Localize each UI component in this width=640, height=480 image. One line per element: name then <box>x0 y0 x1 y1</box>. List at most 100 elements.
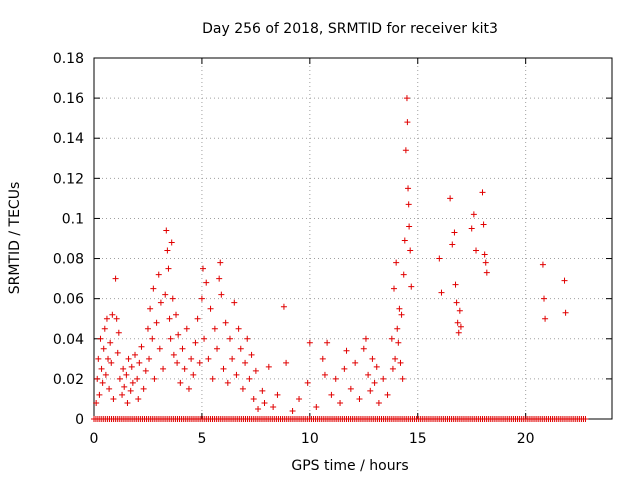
data-point <box>93 399 100 406</box>
data-point <box>453 299 460 306</box>
data-point <box>369 355 376 362</box>
data-point <box>142 367 149 374</box>
data-point <box>110 395 117 402</box>
data-point <box>174 359 181 366</box>
data-point <box>149 335 156 342</box>
data-point <box>129 379 136 386</box>
data-point <box>393 259 400 266</box>
data-point <box>324 339 331 346</box>
data-point <box>371 379 378 386</box>
data-point <box>405 185 412 192</box>
data-point <box>332 375 339 382</box>
data-point <box>541 295 548 302</box>
data-point <box>255 405 262 412</box>
data-point <box>229 355 236 362</box>
data-point <box>356 395 363 402</box>
data-point <box>165 265 172 272</box>
data-point <box>408 283 415 290</box>
data-point <box>109 311 116 318</box>
data-point <box>132 351 139 358</box>
data-point <box>402 147 409 154</box>
chart-title: Day 256 of 2018, SRMTID for receiver kit… <box>202 21 498 37</box>
data-point <box>136 359 143 366</box>
data-point <box>144 325 151 332</box>
data-point <box>170 351 177 358</box>
data-point <box>352 359 359 366</box>
data-point <box>167 335 174 342</box>
data-point <box>313 403 320 410</box>
data-point <box>328 391 335 398</box>
data-point <box>455 329 462 336</box>
data-point <box>128 363 135 370</box>
data-point <box>375 399 382 406</box>
data-point <box>265 363 272 370</box>
data-point <box>235 325 242 332</box>
data-point <box>173 311 180 318</box>
data-point <box>151 375 158 382</box>
data-point <box>113 315 120 322</box>
x-axis-label: GPS time / hours <box>291 458 408 474</box>
data-point <box>454 319 461 326</box>
data-point <box>539 261 546 268</box>
data-point <box>183 325 190 332</box>
data-point <box>542 315 549 322</box>
data-point <box>473 247 480 254</box>
data-point <box>123 371 130 378</box>
zero-marker <box>582 416 589 422</box>
data-point <box>380 375 387 382</box>
data-point <box>384 391 391 398</box>
data-point <box>365 371 372 378</box>
data-point <box>321 371 328 378</box>
data-point <box>482 259 489 266</box>
data-point <box>96 391 103 398</box>
data-point <box>397 359 404 366</box>
data-point <box>138 343 145 350</box>
data-point <box>362 335 369 342</box>
data-point <box>337 399 344 406</box>
data-point <box>224 379 231 386</box>
data-point <box>242 359 249 366</box>
data-point <box>452 281 459 288</box>
data-point <box>456 307 463 314</box>
data-point <box>407 247 414 254</box>
data-point <box>406 223 413 230</box>
data-point <box>304 379 311 386</box>
data-point <box>239 385 246 392</box>
data-point <box>470 211 477 218</box>
data-point <box>447 195 454 202</box>
y-tick-label: 0.1 <box>62 211 84 227</box>
data-point <box>562 309 569 316</box>
data-point <box>157 299 164 306</box>
data-point <box>116 375 123 382</box>
y-tick-label: 0 <box>75 412 84 428</box>
data-point <box>481 251 488 258</box>
data-point <box>231 299 238 306</box>
data-point <box>403 95 410 102</box>
data-series-kit3 <box>91 95 589 422</box>
data-point <box>451 229 458 236</box>
data-point <box>226 335 233 342</box>
data-point <box>216 275 223 282</box>
data-point <box>99 379 106 386</box>
data-point <box>347 385 354 392</box>
data-point <box>101 325 108 332</box>
data-point <box>388 335 395 342</box>
data-point <box>367 387 374 394</box>
data-point <box>107 339 114 346</box>
data-point <box>97 335 104 342</box>
data-point <box>175 331 182 338</box>
data-point <box>438 289 445 296</box>
data-point <box>140 385 147 392</box>
data-point <box>283 359 290 366</box>
data-point <box>306 339 313 346</box>
data-point <box>185 385 192 392</box>
data-point <box>222 319 229 326</box>
data-point <box>561 277 568 284</box>
data-point <box>296 395 303 402</box>
data-point <box>114 349 121 356</box>
plot-frame <box>93 57 613 420</box>
data-point <box>373 363 380 370</box>
data-point <box>100 345 107 352</box>
data-point <box>341 365 348 372</box>
